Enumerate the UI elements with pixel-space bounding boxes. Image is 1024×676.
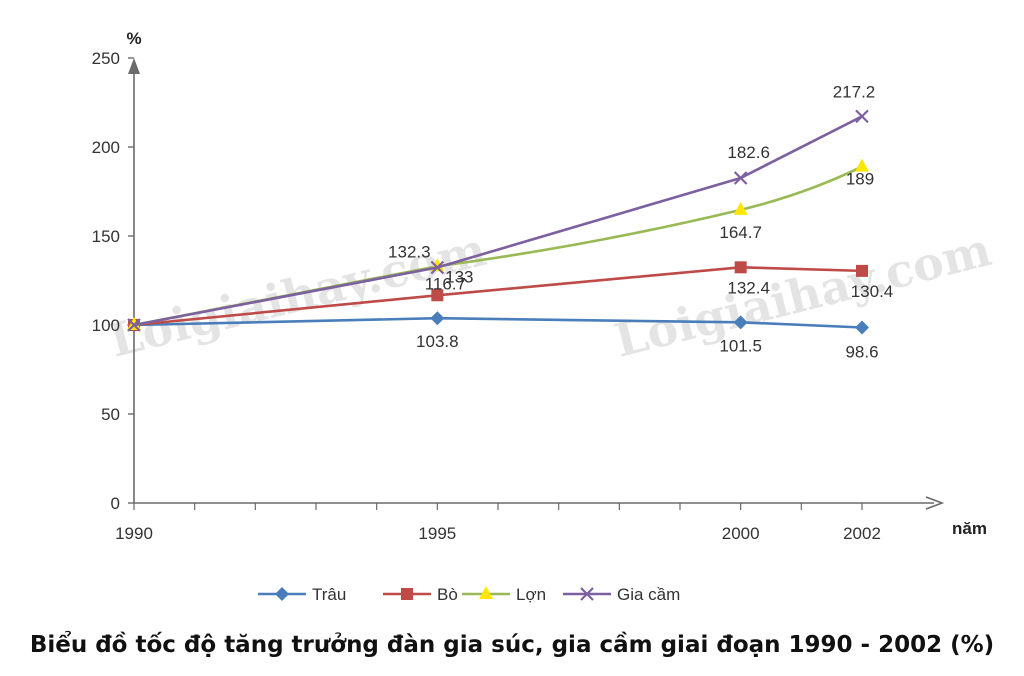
- legend-label-series-1: Bò: [437, 585, 458, 604]
- chart-title: Biểu đồ tốc độ tăng trưởng đàn gia súc, …: [29, 632, 995, 658]
- line-chart: 0 50 100 150 200 250% 1990 1995 2000 2002 năm 103.8…: [92, 29, 987, 604]
- series-3-marker: [127, 318, 141, 332]
- series-2-marker: [733, 201, 748, 215]
- x-tick-label: 1990: [115, 524, 153, 543]
- series-3-marker: [430, 260, 445, 275]
- data-label-series-0: 101.5: [719, 336, 762, 355]
- series-3-marker: [855, 109, 869, 124]
- x-tick-label: 1995: [418, 524, 456, 543]
- y-tick-label: 0: [111, 494, 120, 513]
- series-0-marker: [855, 320, 869, 335]
- legend-marker-series-2: [479, 586, 493, 599]
- legend-label-series-3: Gia cầm: [617, 585, 680, 604]
- series-2-line: [133, 165, 863, 327]
- y-tick-label: 150: [92, 227, 120, 246]
- data-label-series-3: 182.6: [727, 143, 770, 162]
- x-axis-arrow: [925, 496, 945, 510]
- y-axis-arrow: [128, 58, 140, 74]
- series-0-marker: [733, 315, 748, 330]
- series-0-line: [133, 316, 863, 329]
- series-3-line: [133, 115, 863, 327]
- series-1-marker: [856, 264, 868, 277]
- series-0-marker: [430, 311, 445, 326]
- data-label-series-1: 130.4: [851, 282, 894, 301]
- legend-label-series-0: Trâu: [312, 585, 346, 604]
- data-label-series-2: 189: [846, 170, 874, 189]
- data-label-series-0: 103.8: [416, 332, 459, 351]
- legend-marker-series-3: [580, 587, 594, 601]
- data-label-series-3: 217.2: [833, 82, 876, 101]
- legend-marker-series-1: [401, 588, 413, 600]
- legend-marker-series-0: [275, 587, 289, 601]
- y-tick-label: 50: [101, 405, 120, 424]
- data-label-series-0: 98.6: [845, 342, 878, 361]
- data-label-series-2: 164.7: [719, 223, 762, 242]
- y-tick-label: 200: [92, 138, 120, 157]
- data-label-series-3: 132.3: [388, 243, 431, 262]
- series-1-line: [133, 266, 863, 327]
- x-tick-label: 2000: [722, 524, 760, 543]
- data-label-series-2: 133: [445, 267, 473, 286]
- x-axis-label: năm: [952, 519, 987, 538]
- series-1-marker: [431, 289, 444, 302]
- data-label-series-1: 132.4: [727, 278, 770, 297]
- x-tick-label: 2002: [843, 524, 881, 543]
- y-tick-label: 100: [92, 316, 120, 335]
- data-label-series-1: 116.7: [425, 274, 466, 293]
- legend-label-series-2: Lợn: [516, 585, 546, 604]
- y-tick-label: 250: [92, 49, 120, 68]
- y-axis-label: %: [126, 29, 141, 48]
- series-1-marker: [734, 261, 747, 274]
- series-3-marker: [733, 171, 748, 185]
- series-2-marker: [855, 158, 869, 172]
